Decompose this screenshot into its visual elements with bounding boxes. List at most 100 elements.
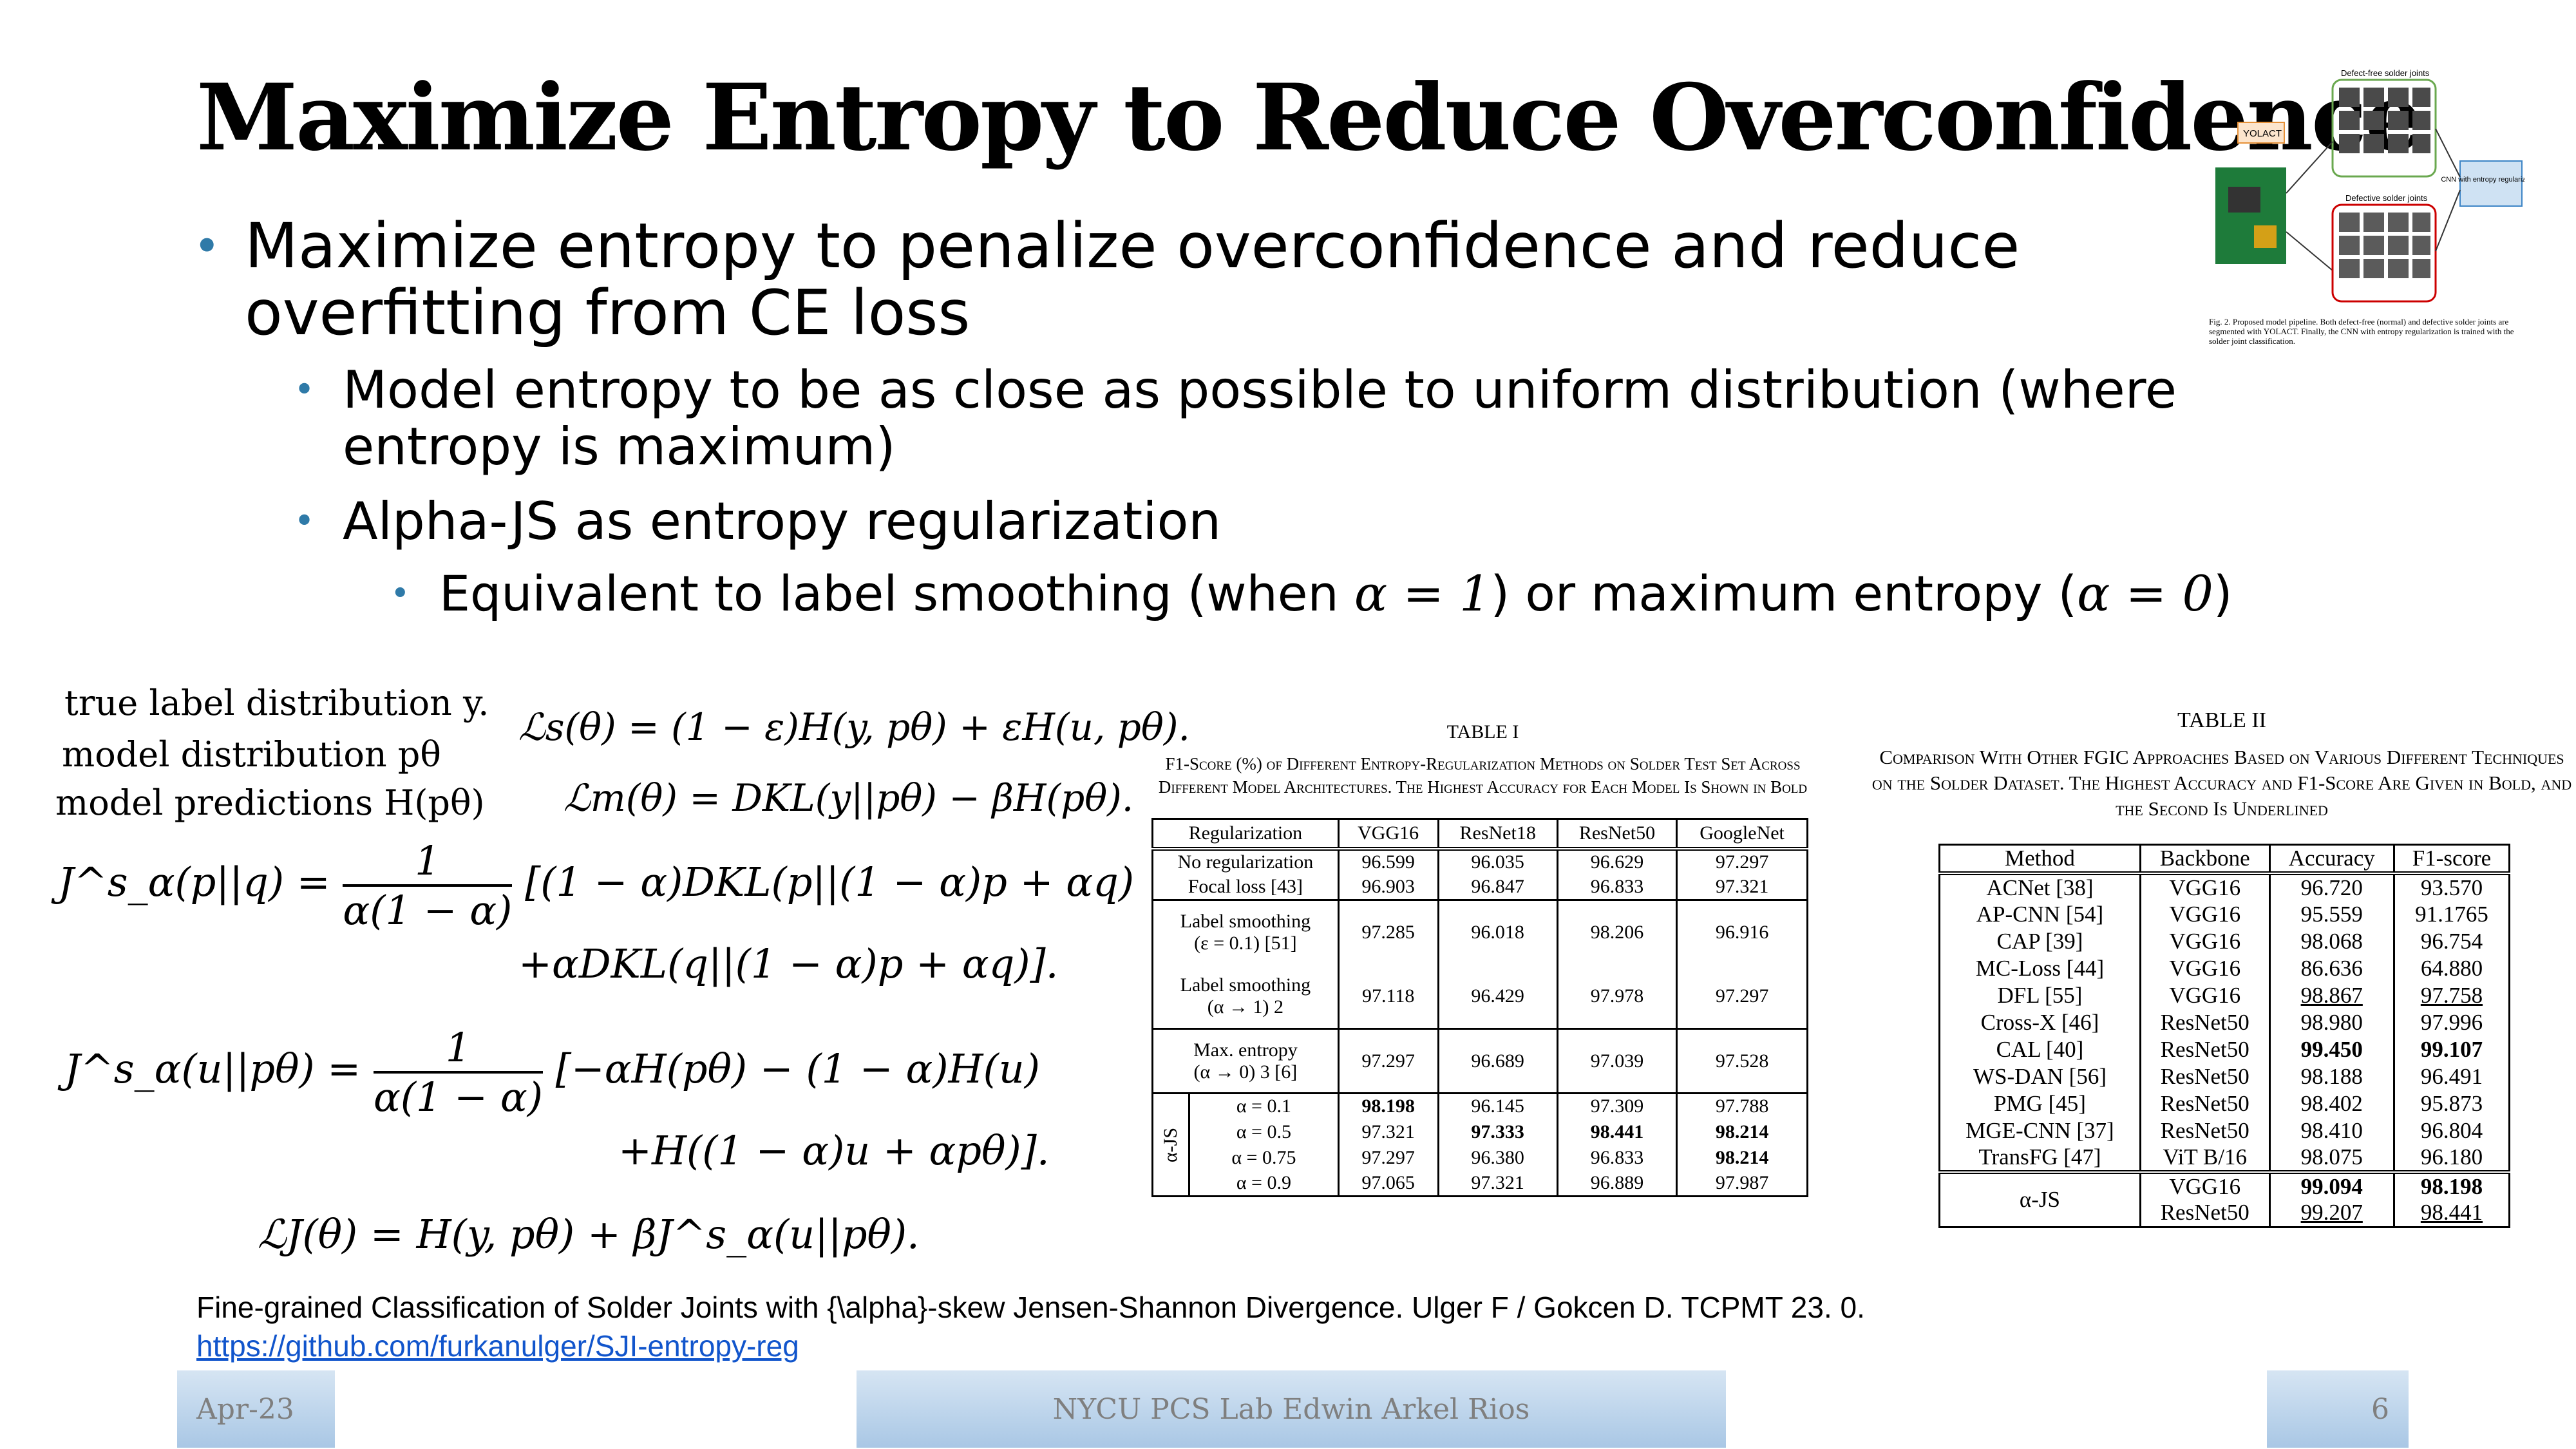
table-cell: 96.833: [1557, 1144, 1678, 1171]
table-cell: ResNet50: [2140, 1063, 2271, 1090]
repo-link[interactable]: https://github.com/furkanulger/SJI-entro…: [196, 1329, 799, 1363]
table-cell: Max. entropy (α → 0) 3 [6]: [1152, 1028, 1340, 1094]
footer-center-text: NYCU PCS Lab Edwin Arkel Rios: [1052, 1392, 1530, 1426]
eq-label-model-pred: model predictions H(pθ): [55, 782, 485, 823]
table-caption: F1-Score (%) of Different Entropy-Regula…: [1158, 754, 1808, 797]
table-cell: TransFG [47]: [1939, 1144, 2141, 1172]
table-cell: 98.867: [2269, 982, 2395, 1009]
table-header-row: Method Backbone Accuracy F1-score: [1939, 844, 2510, 873]
table-cell: 97.297: [1338, 1144, 1439, 1171]
table-cell: 97.788: [1715, 1095, 1769, 1117]
table-cell: 97.309: [1557, 1093, 1678, 1119]
table-row: α = 0.5 97.321 97.333 98.441 98.214: [1153, 1119, 1808, 1145]
table-cell: 96.833: [1557, 874, 1678, 900]
fraction: 1 α(1 − α): [343, 837, 513, 934]
table-cell: 97.039: [1557, 1028, 1678, 1094]
eq-ju-line2: +H((1 − α)u + αpθ)].: [618, 1127, 1050, 1174]
cnn-label: CNN with entropy regularization: [2441, 176, 2524, 184]
table-cell: 96.689: [1438, 1028, 1558, 1094]
table-cell: 96.491: [2420, 1064, 2483, 1089]
table-cell: Label smoothing (ε = 0.1) [51]: [1152, 900, 1340, 965]
table-cell: 97.118: [1338, 964, 1439, 1029]
yolact-label: YOLACT: [2243, 128, 2282, 139]
table-row: AP-CNN [54] VGG16 95.559 91.1765: [1939, 901, 2510, 928]
table-cell-text: Label smoothing: [1180, 911, 1311, 933]
alpha-js-label: α-JS: [1152, 1093, 1191, 1197]
eq-rhs1: [−αH(pθ) − (1 − α)H(u): [555, 1045, 1040, 1093]
table-header: F1-score: [2412, 846, 2492, 871]
bullet-list: Maximize entropy to penalize overconfide…: [193, 213, 2318, 621]
table-cell-text: Label smoothing: [1180, 974, 1311, 996]
table-cell: 96.180: [2420, 1144, 2483, 1170]
table-cell: AP-CNN [54]: [1939, 901, 2141, 928]
table-cell: 93.570: [2420, 875, 2483, 900]
table-header: Accuracy: [2269, 844, 2395, 873]
table-cell: 98.068: [2269, 928, 2395, 955]
table-cell: 98.198: [2420, 1174, 2483, 1199]
eq-js-divergence: J^s_α(p||q) = 1 α(1 − α) [(1 − α)DKL(p||(…: [58, 837, 1134, 934]
table-header: Regularization: [1152, 819, 1340, 849]
table-row: DFL [55] VGG16 98.867 97.758: [1939, 982, 2510, 1009]
table-row: CAP [39] VGG16 98.068 96.754: [1939, 928, 2510, 955]
bullet-text: Model entropy to be as close as possible…: [343, 360, 2177, 477]
table-cell: 96.903: [1338, 874, 1439, 900]
table-cell: Focal loss [43]: [1152, 874, 1340, 900]
table-cell: 96.599: [1338, 848, 1439, 875]
citation-text: Fine-grained Classification of Solder Jo…: [196, 1291, 1865, 1324]
eq-lhs: J^s_α(u||pθ) =: [64, 1045, 361, 1093]
frac-num: 1: [343, 837, 513, 887]
table-cell: α-JS: [1939, 1172, 2141, 1227]
table-2: TABLE II Comparison With Other FGIC Appr…: [1868, 708, 2576, 1228]
table-cell: ResNet50: [2140, 1117, 2271, 1144]
pipeline-figure: Defect-free solder joints YOLACT Defecti…: [2202, 64, 2541, 361]
table-cell: 97.321: [1438, 1170, 1558, 1197]
table-row: Max. entropy (α → 0) 3 [6] 97.297 96.689 …: [1152, 1028, 1808, 1094]
table-1: TABLE I F1-Score (%) of Different Entrop…: [1146, 721, 1819, 1197]
table-cell: 99.094: [2269, 1172, 2395, 1200]
table-cell: 97.285: [1338, 900, 1439, 965]
table-cell: 96.754: [2420, 929, 2483, 954]
table-cell: ViT B/16: [2140, 1144, 2271, 1172]
equation-block: true label distribution y. model distrib…: [39, 670, 1190, 1275]
table-cell: CAP [39]: [1939, 928, 2141, 955]
table-cell: 97.297: [1338, 1028, 1439, 1094]
table-cell: 97.321: [1338, 1119, 1439, 1145]
table-cell: No regularization: [1152, 848, 1340, 875]
table-cell: MC-Loss [44]: [1939, 955, 2141, 982]
table-cell: 99.207: [2269, 1200, 2395, 1227]
table-row: WS-DAN [56] ResNet50 98.188 96.491: [1939, 1063, 2510, 1090]
pipeline-diagram: Defect-free solder joints YOLACT Defecti…: [2215, 68, 2541, 303]
table-cell: CAL [40]: [1939, 1036, 2141, 1063]
comparison-table: Method Backbone Accuracy F1-score ACNet …: [1938, 844, 2510, 1228]
math-inline: α = 0: [2077, 565, 2213, 622]
footer-date-text: Apr-23: [196, 1392, 294, 1426]
table-cell: 97.996: [2420, 1010, 2483, 1035]
eq-label-smoothing: ℒs(θ) = (1 − ε)H(y, pθ) + εH(u, pθ).: [518, 705, 1190, 749]
table-row: α = 0.9 97.065 97.321 96.889 97.987: [1153, 1170, 1808, 1197]
eq-js-loss: ℒJ(θ) = H(y, pθ) + βJ^s_α(u||pθ).: [258, 1211, 920, 1258]
table-cell: α = 0.75: [1189, 1144, 1340, 1171]
table-cell: 98.441: [1557, 1119, 1678, 1145]
table-row: PMG [45] ResNet50 98.402 95.873: [1939, 1090, 2510, 1117]
table-row: ResNet50 99.207 98.441: [1940, 1200, 2510, 1227]
table-row: MGE-CNN [37] ResNet50 98.410 96.804: [1939, 1117, 2510, 1144]
table-cell: 97.758: [2420, 983, 2483, 1008]
eq-rhs1: [(1 − α)DKL(p||(1 − α)p + αq): [525, 858, 1135, 906]
table-cell: PMG [45]: [1939, 1090, 2141, 1117]
table-cell: Label smoothing (α → 1) 2: [1152, 964, 1340, 1029]
frac-den: α(1 − α): [343, 887, 513, 934]
defective-label: Defective solder joints: [2345, 193, 2428, 203]
table-cell: 91.1765: [2415, 902, 2488, 927]
table-cell: 95.873: [2420, 1091, 2483, 1116]
table-cell: ResNet50: [2140, 1090, 2271, 1117]
table-cell: α = 0.9: [1189, 1170, 1340, 1197]
table-cell: 64.880: [2420, 956, 2483, 981]
table-cell: 98.980: [2269, 1009, 2395, 1036]
table-cell-text: Max. entropy: [1193, 1039, 1298, 1061]
table-cell: ResNet50: [2140, 1200, 2271, 1227]
table-cell: 96.018: [1438, 900, 1558, 965]
table-cell: 96.629: [1557, 848, 1678, 875]
page-number: 6: [2371, 1392, 2389, 1426]
defect-free-label: Defect-free solder joints: [2341, 68, 2430, 78]
table-cell: VGG16: [2140, 928, 2271, 955]
